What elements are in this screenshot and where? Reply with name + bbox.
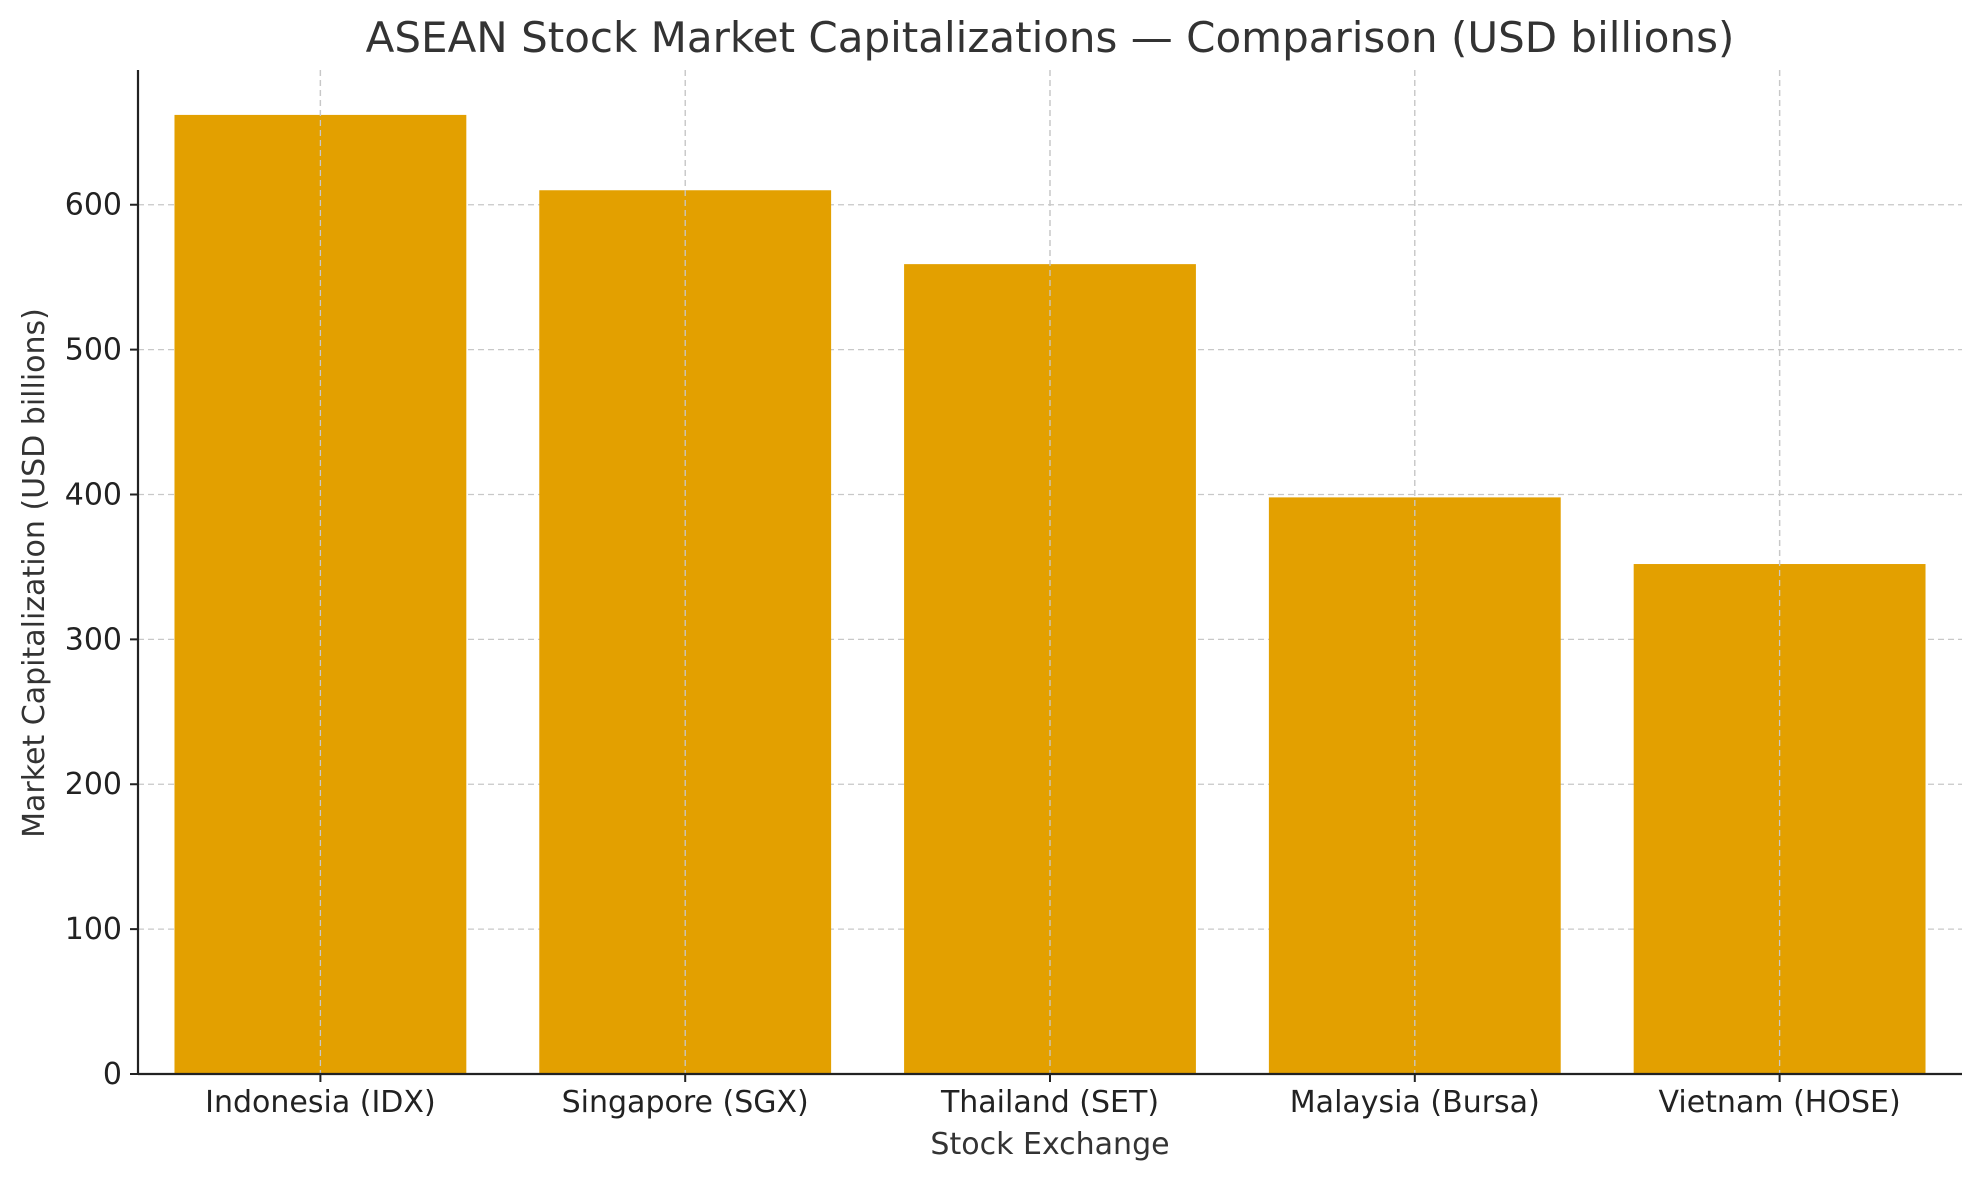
chart-title: ASEAN Stock Market Capitalizations — Com… [366,13,1735,62]
ticks-layer: 0 100 200 300 400 500 600 Indonesia (IDX) Singap… [65,188,1901,1120]
y-tick-label: 100 [65,912,122,947]
x-tick-label: Thailand (SET) [940,1085,1159,1120]
x-tick-label: Indonesia (IDX) [205,1085,436,1120]
y-tick-label: 0 [103,1057,122,1092]
x-tick-label: Vietnam (HOSE) [1659,1085,1901,1120]
bar-3 [904,264,1196,1075]
bars-layer [174,70,1926,1075]
y-tick-label: 400 [65,477,122,512]
y-tick-label: 200 [65,767,122,802]
y-axis-label: Market Capitalization (USD billions) [17,308,52,838]
x-tick-label: Singapore (SGX) [562,1085,809,1120]
x-axis-label: Stock Exchange [930,1127,1169,1162]
y-tick-label: 300 [65,622,122,657]
y-tick-label: 600 [65,188,122,223]
x-tick-label: Malaysia (Bursa) [1290,1085,1540,1120]
y-tick-label: 500 [65,333,122,368]
bar-5 [1633,564,1926,1074]
